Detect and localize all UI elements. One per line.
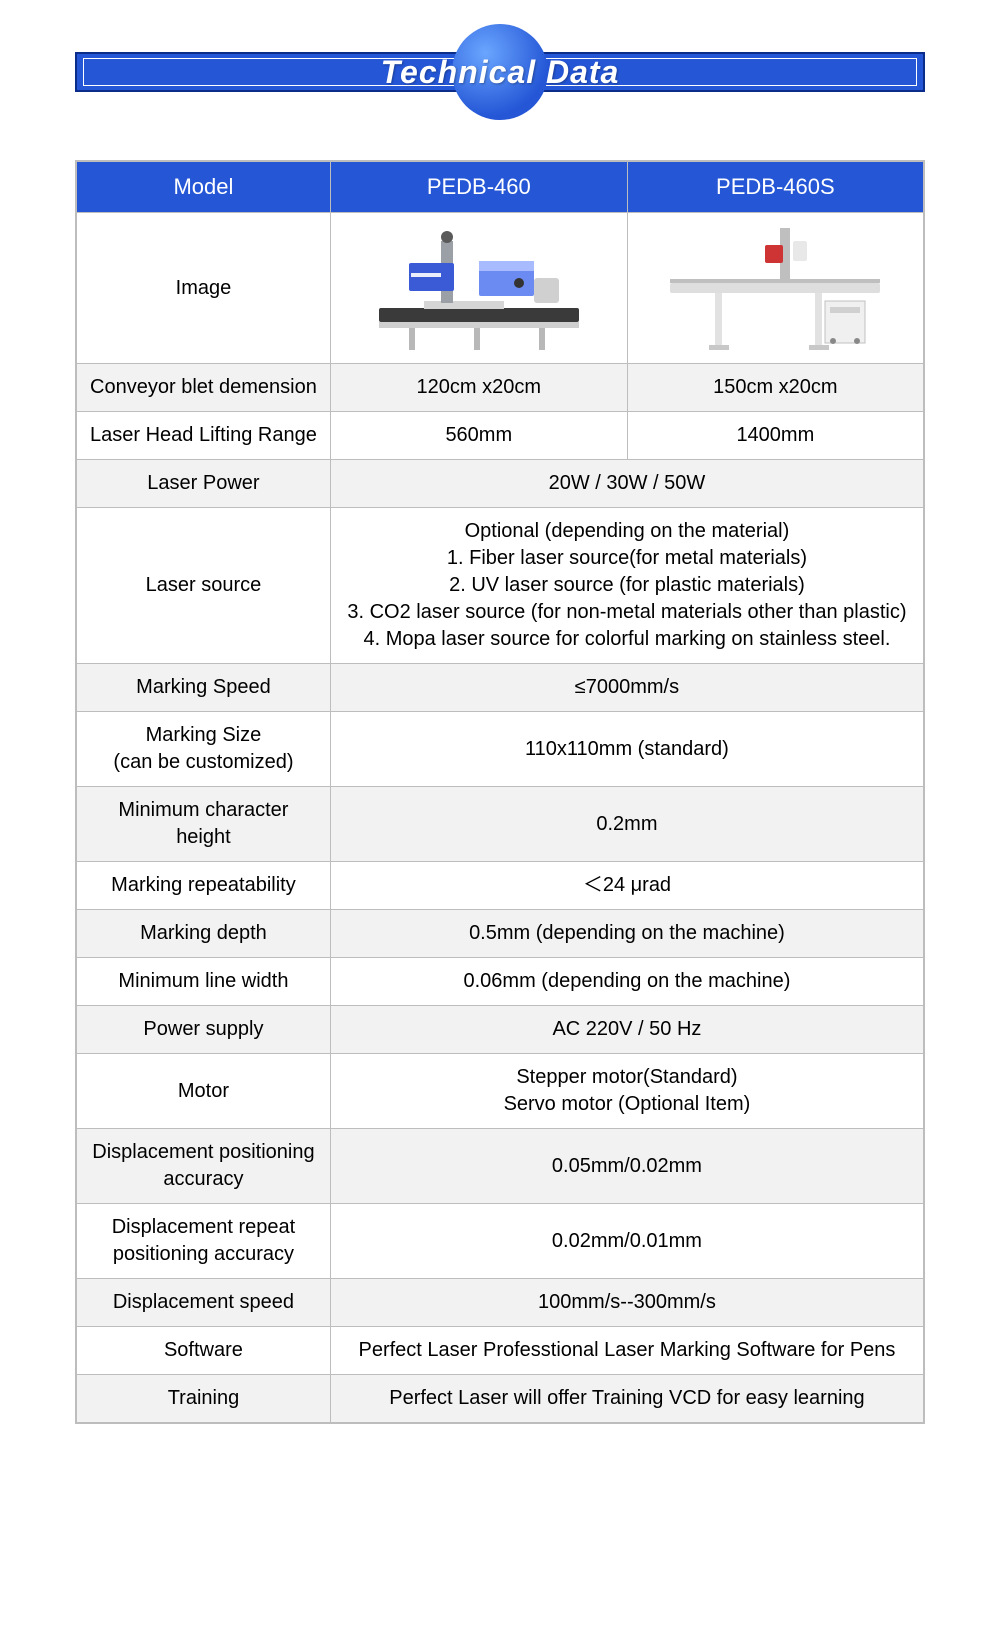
row-value-col1: 120cm x20cm xyxy=(330,364,627,412)
row-label: Displacement speed xyxy=(76,1279,330,1327)
row-label: Conveyor blet demension xyxy=(76,364,330,412)
row-label: Laser Power xyxy=(76,460,330,508)
table-row: Marking depth0.5mm (depending on the mac… xyxy=(76,910,924,958)
row-value-merged: AC 220V / 50 Hz xyxy=(330,1006,924,1054)
row-label: Power supply xyxy=(76,1006,330,1054)
row-value-merged: 110x110mm (standard) xyxy=(330,712,924,787)
row-label: Marking repeatability xyxy=(76,862,330,910)
header-col2: PEDB-460S xyxy=(627,161,924,213)
row-value-merged: 100mm/s--300mm/s xyxy=(330,1279,924,1327)
table-row: Minimum character height0.2mm xyxy=(76,787,924,862)
row-value-merged: Stepper motor(Standard)Servo motor (Opti… xyxy=(330,1054,924,1129)
product-image-pedb460s xyxy=(665,223,885,353)
table-row: Marking Speed≤7000mm/s xyxy=(76,664,924,712)
banner-title: Technical Data xyxy=(75,52,925,92)
header-model: Model xyxy=(76,161,330,213)
row-label: Displacement repeat positioning accuracy xyxy=(76,1204,330,1279)
row-label: Displacement positioning accuracy xyxy=(76,1129,330,1204)
row-value-merged: Optional (depending on the material)1. F… xyxy=(330,508,924,664)
product-image-pedb460 xyxy=(369,223,589,353)
table-row: MotorStepper motor(Standard)Servo motor … xyxy=(76,1054,924,1129)
table-row: Minimum line width0.06mm (depending on t… xyxy=(76,958,924,1006)
row-value-merged: 0.2mm xyxy=(330,787,924,862)
table-row: SoftwarePerfect Laser Professtional Lase… xyxy=(76,1327,924,1375)
row-value-merged: 0.5mm (depending on the machine) xyxy=(330,910,924,958)
row-value-merged: 0.06mm (depending on the machine) xyxy=(330,958,924,1006)
row-label: Laser source xyxy=(76,508,330,664)
header-col1: PEDB-460 xyxy=(330,161,627,213)
table-row: Conveyor blet demension120cm x20cm150cm … xyxy=(76,364,924,412)
row-label: Marking Size(can be customized) xyxy=(76,712,330,787)
table-row: TrainingPerfect Laser will offer Trainin… xyxy=(76,1375,924,1424)
table-row: Displacement speed100mm/s--300mm/s xyxy=(76,1279,924,1327)
spec-table: Model PEDB-460 PEDB-460S Image Conveyor … xyxy=(75,160,925,1424)
row-label: Marking depth xyxy=(76,910,330,958)
image-cell-2 xyxy=(627,213,924,364)
table-header-row: Model PEDB-460 PEDB-460S xyxy=(76,161,924,213)
row-value-col1: 560mm xyxy=(330,412,627,460)
row-label: Minimum character height xyxy=(76,787,330,862)
row-label: Laser Head Lifting Range xyxy=(76,412,330,460)
title-banner: Technical Data xyxy=(75,30,925,110)
row-label: Minimum line width xyxy=(76,958,330,1006)
row-value-merged: ＜24 μrad xyxy=(330,862,924,910)
row-label: Marking Speed xyxy=(76,664,330,712)
table-row: Laser Head Lifting Range560mm1400mm xyxy=(76,412,924,460)
row-value-merged: 0.02mm/0.01mm xyxy=(330,1204,924,1279)
image-cell-1 xyxy=(330,213,627,364)
table-row: Power supplyAC 220V / 50 Hz xyxy=(76,1006,924,1054)
table-row: Laser sourceOptional (depending on the m… xyxy=(76,508,924,664)
row-value-merged: 0.05mm/0.02mm xyxy=(330,1129,924,1204)
table-row: Marking repeatability＜24 μrad xyxy=(76,862,924,910)
row-value-merged: 20W / 30W / 50W xyxy=(330,460,924,508)
row-label: Training xyxy=(76,1375,330,1424)
table-row: Image xyxy=(76,213,924,364)
row-label: Software xyxy=(76,1327,330,1375)
row-value-merged: Perfect Laser will offer Training VCD fo… xyxy=(330,1375,924,1424)
table-row: Displacement positioning accuracy0.05mm/… xyxy=(76,1129,924,1204)
table-row: Marking Size(can be customized)110x110mm… xyxy=(76,712,924,787)
row-value-col2: 1400mm xyxy=(627,412,924,460)
table-row: Laser Power20W / 30W / 50W xyxy=(76,460,924,508)
row-label: Image xyxy=(76,213,330,364)
row-label: Motor xyxy=(76,1054,330,1129)
table-row: Displacement repeat positioning accuracy… xyxy=(76,1204,924,1279)
row-value-col2: 150cm x20cm xyxy=(627,364,924,412)
row-value-merged: ≤7000mm/s xyxy=(330,664,924,712)
row-value-merged: Perfect Laser Professtional Laser Markin… xyxy=(330,1327,924,1375)
